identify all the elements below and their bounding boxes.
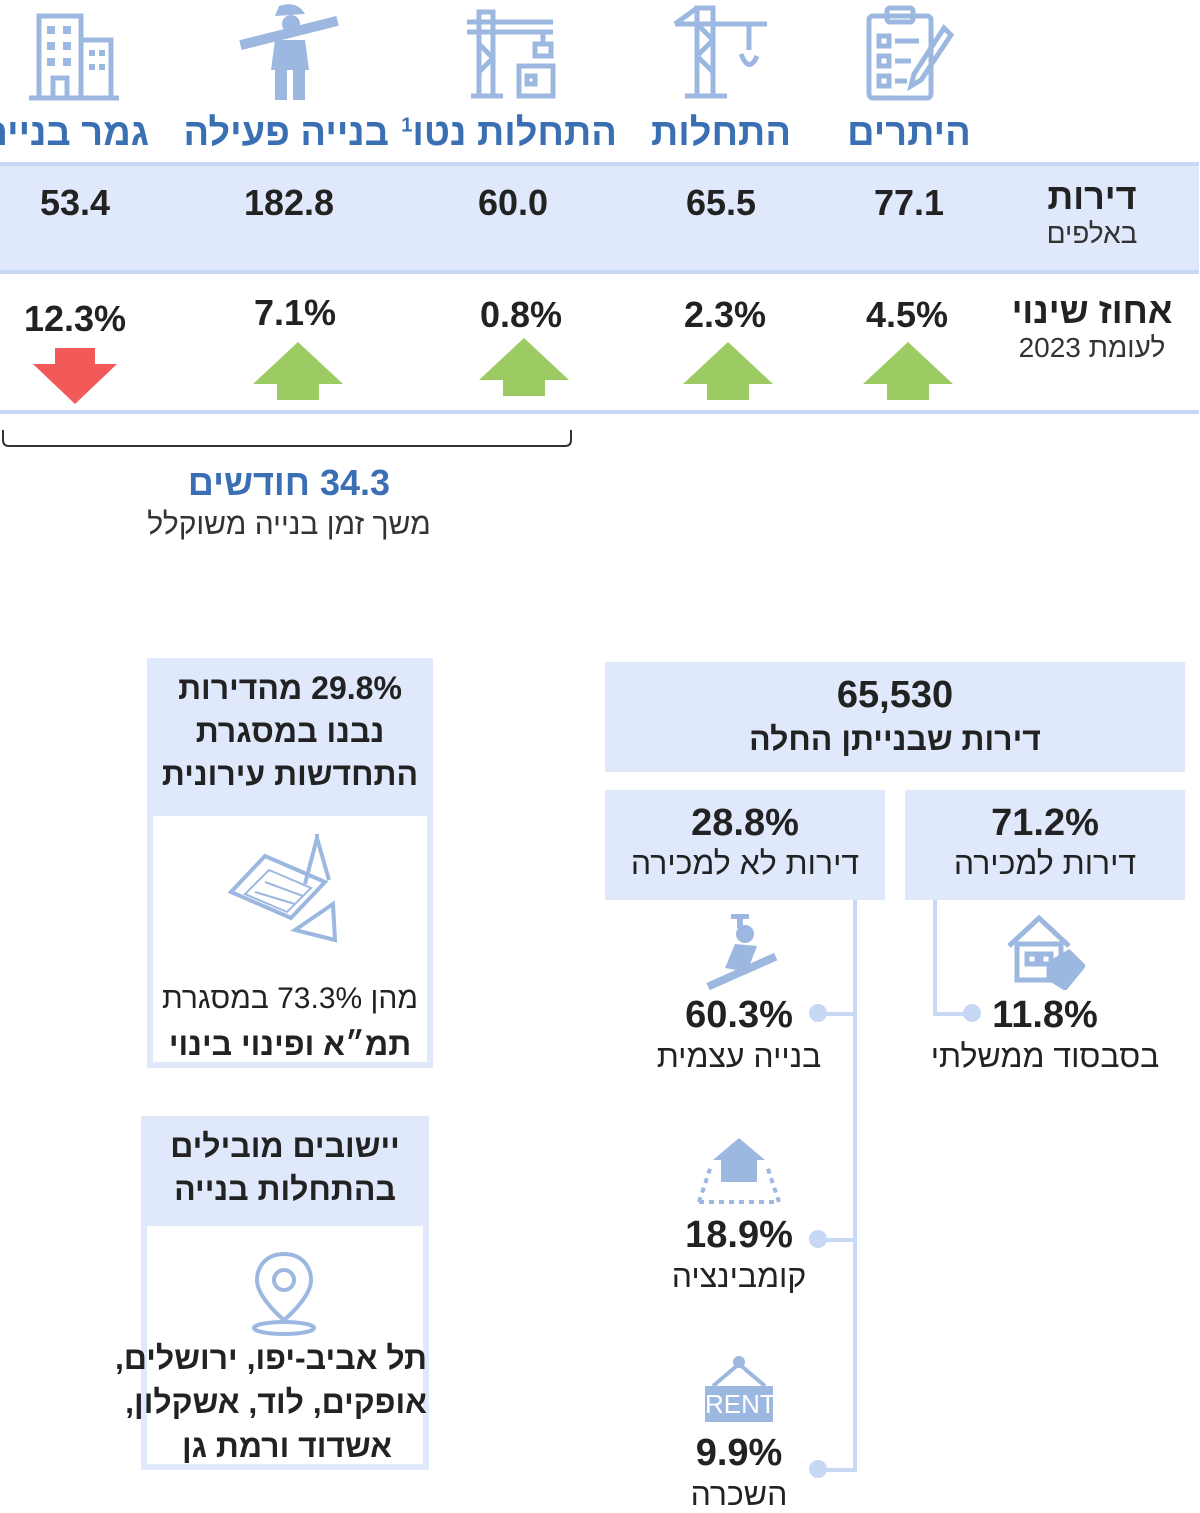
band-top-line xyxy=(0,162,1200,166)
roofer-worker-icon xyxy=(702,912,782,992)
change-row-bottom-line xyxy=(0,410,1200,414)
change-net-starts: 0.8% xyxy=(480,294,564,335)
connector-dot xyxy=(964,1004,982,1022)
up-arrow-icon xyxy=(684,342,774,405)
value-completed: 53.4 xyxy=(40,182,112,223)
down-arrow-icon xyxy=(34,348,118,409)
change-completed: 12.3% xyxy=(24,298,128,339)
blueprint-compass-icon xyxy=(226,834,346,944)
band-bottom-line xyxy=(0,270,1200,274)
up-arrow-icon xyxy=(864,342,954,405)
duration-bracket xyxy=(2,428,574,455)
value-net-starts: 60.0 xyxy=(478,182,550,223)
footnote-marker: 1 xyxy=(402,114,414,137)
rental-pct: 9.9% xyxy=(696,1432,784,1474)
up-arrow-icon xyxy=(480,338,570,401)
urban-renewal-line2: נבנו במסגרת xyxy=(196,713,386,749)
stage-label-permits: היתרים xyxy=(848,112,972,154)
not-for-sale-pct: 28.8% xyxy=(692,802,800,844)
leading-title-line2: בהתחלות בנייה xyxy=(175,1171,397,1207)
connector-dot xyxy=(810,1004,828,1022)
leading-title-line1: יישובים מובילים xyxy=(171,1128,401,1164)
up-arrow-icon xyxy=(254,342,344,405)
leading-localities-header: יישובים מובילים בהתחלות בנייה xyxy=(142,1116,430,1226)
urban-renewal-line1: 29.8% מהדירות xyxy=(179,670,403,706)
duration-value: 34.3 חודשים xyxy=(188,462,392,503)
building-icon xyxy=(30,10,120,102)
urban-renewal-header: 29.8% מהדירות נבנו במסגרת התחדשות עירוני… xyxy=(148,658,434,816)
change-active: 7.1% xyxy=(254,292,338,333)
value-starts: 65.5 xyxy=(686,182,758,223)
leading-line1: תל אביב-יפו, ירושלים, xyxy=(115,1340,428,1376)
combination-pct: 18.9% xyxy=(686,1214,794,1256)
change-permits: 4.5% xyxy=(866,294,950,335)
units-band xyxy=(0,166,1200,270)
rental-label: השכרה xyxy=(691,1476,789,1512)
crane-building-icon xyxy=(464,4,564,104)
starts-total-box: 65,530 דירות שבנייתן החלה xyxy=(606,662,1186,772)
connector-line xyxy=(934,900,938,1016)
rent-sign-icon: RENT xyxy=(700,1356,780,1424)
units-title: דירות xyxy=(1048,176,1138,217)
units-row-label: דירות באלפים xyxy=(1008,176,1178,250)
change-subtitle: לעומת 2023 xyxy=(1019,332,1167,363)
leading-line2: אופקים, לוד, אשקלון, xyxy=(126,1384,428,1420)
stage-label-active: בנייה פעילה xyxy=(184,112,391,154)
house-plot-icon xyxy=(690,1136,790,1210)
change-title: אחוז שינוי xyxy=(1012,290,1174,331)
connector-line xyxy=(934,1012,970,1016)
starts-total-label: דירות שבנייתן החלה xyxy=(750,721,1042,757)
urban-renewal-line3: התחדשות עירונית xyxy=(162,756,420,792)
location-pin-icon xyxy=(250,1250,320,1338)
urban-renewal-detail: מהן 73.3% במסגרת xyxy=(163,982,419,1015)
crane-hook-icon xyxy=(672,4,772,104)
not-for-sale-label: דירות לא למכירה xyxy=(631,845,861,881)
clipboard-icon xyxy=(860,4,960,104)
starts-total-value: 65,530 xyxy=(837,674,955,716)
construction-worker-icon xyxy=(240,0,340,104)
duration-label: משך זמן בנייה משוקלל xyxy=(148,508,432,541)
self-build-label: בנייה עצמית xyxy=(657,1038,823,1074)
subsidized-pct: 11.8% xyxy=(993,994,1099,1036)
value-permits: 77.1 xyxy=(874,182,946,223)
self-build-pct: 60.3% xyxy=(686,994,794,1036)
for-sale-label: דירות למכירה xyxy=(954,845,1138,881)
connector-line xyxy=(820,1238,856,1242)
stage-label-completed: גמר בנייה xyxy=(0,112,150,154)
stage-label-starts: התחלות xyxy=(651,112,793,154)
change-starts: 2.3% xyxy=(684,294,768,335)
units-subtitle: באלפים xyxy=(1047,218,1139,249)
subsidized-label: בסבסוד ממשלתי xyxy=(931,1038,1161,1074)
stage-label-net-starts-text: התחלות נטו xyxy=(413,112,618,154)
combination-label: קומבינציה xyxy=(672,1258,808,1294)
change-row-label: אחוז שינוי לעומת 2023 xyxy=(1008,290,1178,364)
connector-line xyxy=(854,900,858,1472)
connector-dot xyxy=(810,1460,828,1478)
urban-renewal-detail-bold: תמ״א ופינוי בינוי xyxy=(169,1026,413,1062)
not-for-sale-box: 28.8% דירות לא למכירה xyxy=(606,790,886,900)
house-price-tag-icon xyxy=(1006,912,1086,990)
value-active: 182.8 xyxy=(244,182,336,223)
for-sale-box: 71.2% דירות למכירה xyxy=(906,790,1186,900)
leading-line3: אשדוד ורמת גן xyxy=(183,1428,393,1464)
connector-line xyxy=(820,1012,856,1016)
rent-sign-text: RENT xyxy=(706,1386,777,1422)
connector-dot xyxy=(810,1230,828,1248)
connector-line xyxy=(820,1468,856,1472)
stage-label-net-starts: התחלות נטו1 xyxy=(402,112,618,155)
for-sale-pct: 71.2% xyxy=(992,802,1100,844)
